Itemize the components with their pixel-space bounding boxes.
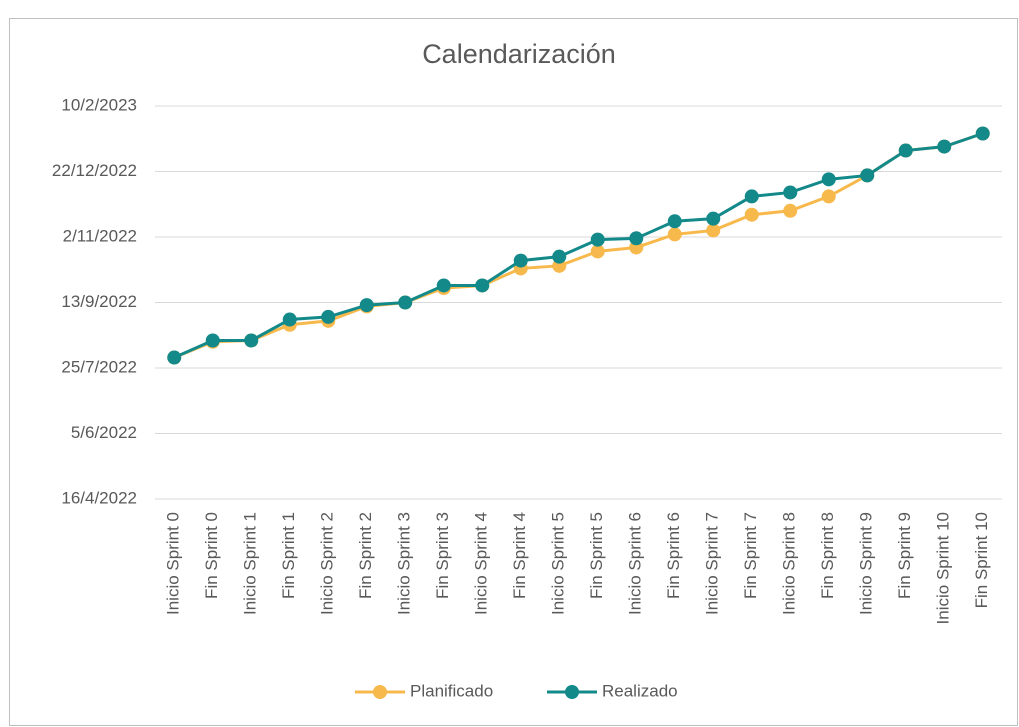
x-tick-label: Inicio Sprint 10	[934, 512, 953, 624]
data-point	[513, 253, 528, 268]
legend-label: Realizado	[602, 681, 678, 700]
data-point	[667, 227, 682, 242]
x-tick-label: Inicio Sprint 7	[703, 512, 722, 615]
x-tick-label: Fin Sprint 0	[202, 512, 221, 599]
x-tick-label: Fin Sprint 7	[741, 512, 760, 599]
data-point	[590, 232, 605, 247]
x-tick-label: Inicio Sprint 9	[857, 512, 876, 615]
x-tick-label: Fin Sprint 4	[510, 512, 529, 599]
x-tick-label: Fin Sprint 3	[433, 512, 452, 599]
y-tick-label: 5/6/2022	[71, 423, 137, 442]
series-line	[173, 132, 984, 359]
y-tick-label: 22/12/2022	[52, 161, 137, 180]
data-point	[937, 139, 952, 154]
data-point	[475, 278, 490, 293]
legend-marker	[565, 685, 579, 699]
x-tick-label: Fin Sprint 8	[818, 512, 837, 599]
x-tick-label: Inicio Sprint 2	[318, 512, 337, 615]
legend-label: Planificado	[410, 681, 493, 700]
x-tick-label: Fin Sprint 9	[895, 512, 914, 599]
y-tick-label: 2/11/2022	[63, 226, 137, 245]
data-point	[975, 126, 990, 141]
data-point	[590, 244, 605, 259]
x-tick-label: Inicio Sprint 8	[780, 512, 799, 615]
chart-frame	[9, 18, 1018, 726]
y-tick-label: 10/2/2023	[61, 95, 137, 114]
data-point	[359, 298, 374, 313]
y-tick-label: 16/4/2022	[61, 488, 137, 507]
data-point	[436, 278, 451, 293]
legend-marker	[373, 685, 387, 699]
series-line	[173, 132, 984, 359]
data-point	[744, 207, 759, 222]
data-point	[783, 203, 798, 218]
x-tick-label: Fin Sprint 2	[356, 512, 375, 599]
data-point	[629, 231, 644, 246]
x-tick-label: Inicio Sprint 0	[164, 512, 183, 615]
y-tick-label: 25/7/2022	[61, 357, 137, 376]
data-point	[205, 333, 220, 348]
data-point	[667, 214, 682, 229]
x-tick-label: Fin Sprint 1	[279, 512, 298, 599]
x-tick-label: Fin Sprint 10	[972, 512, 991, 608]
data-point	[244, 333, 259, 348]
data-point	[552, 249, 567, 264]
data-point	[783, 185, 798, 200]
data-point	[167, 350, 182, 365]
data-point	[821, 189, 836, 204]
data-point	[744, 189, 759, 204]
data-point	[321, 309, 336, 324]
x-tick-label: Inicio Sprint 6	[626, 512, 645, 615]
data-point	[898, 143, 913, 158]
data-point	[706, 223, 721, 238]
y-tick-label: 13/9/2022	[61, 292, 137, 311]
x-tick-label: Inicio Sprint 1	[241, 512, 260, 615]
data-point	[821, 172, 836, 187]
chart-title: Calendarización	[422, 39, 616, 69]
x-tick-label: Fin Sprint 5	[587, 512, 606, 599]
x-tick-label: Inicio Sprint 5	[549, 512, 568, 615]
x-tick-label: Inicio Sprint 4	[472, 512, 491, 615]
data-point	[398, 295, 413, 310]
data-point	[860, 168, 875, 183]
x-tick-label: Inicio Sprint 3	[395, 512, 414, 615]
data-point	[706, 211, 721, 226]
data-point	[282, 312, 297, 327]
x-tick-label: Fin Sprint 6	[664, 512, 683, 599]
